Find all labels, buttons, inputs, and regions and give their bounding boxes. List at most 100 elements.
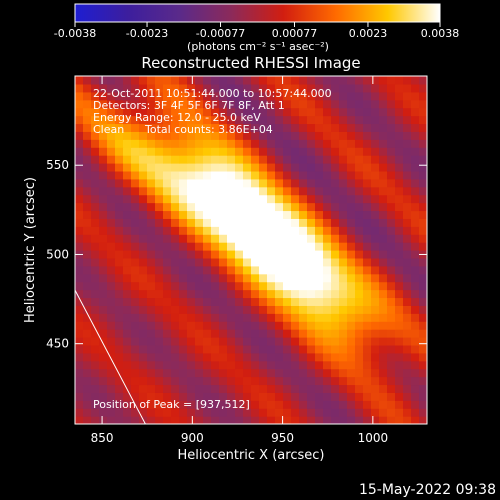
heatmap-cell xyxy=(331,376,340,386)
heatmap-cell xyxy=(275,337,284,346)
heatmap-cell xyxy=(187,305,196,314)
heatmap-cell xyxy=(267,131,276,140)
heatmap-cell xyxy=(83,186,92,196)
heatmap-cell xyxy=(147,281,156,291)
heatmap-cell xyxy=(139,131,148,140)
heatmap-cell xyxy=(123,321,132,330)
heatmap-cell xyxy=(75,234,84,243)
colorbar-ticks: -0.0038 -0.0023 -0.00077 0.00077 0.0023 0.003… xyxy=(54,22,459,40)
heatmap-cell xyxy=(163,91,172,101)
heatmap-cell xyxy=(227,186,236,196)
heatmap-cell xyxy=(323,265,332,275)
heatmap-cell xyxy=(363,234,372,243)
heatmap-cell xyxy=(291,218,300,227)
heatmap-cell xyxy=(323,242,332,251)
heatmap-cell xyxy=(283,408,292,417)
heatmap-cell xyxy=(291,305,300,314)
heatmap-cell xyxy=(91,408,100,417)
heatmap-cell xyxy=(187,210,196,219)
heatmap-cell xyxy=(403,289,412,299)
heatmap-cell xyxy=(195,392,204,401)
heatmap-cell xyxy=(371,344,380,354)
heatmap-cell xyxy=(387,265,396,275)
heatmap-cell xyxy=(99,289,108,299)
heatmap-cell xyxy=(75,131,84,140)
heatmap-cell xyxy=(131,313,140,322)
heatmap-cell xyxy=(387,115,396,125)
heatmap-cell xyxy=(91,400,100,409)
heatmap-cell xyxy=(411,91,420,101)
heatmap-cell xyxy=(155,376,164,386)
heatmap-cell xyxy=(83,194,92,204)
heatmap-cell xyxy=(387,186,396,196)
heatmap-cell xyxy=(355,170,364,180)
heatmap-cell xyxy=(275,163,284,172)
heatmap-cell xyxy=(355,273,364,283)
heatmap-cell xyxy=(75,139,84,148)
heatmap-cell xyxy=(179,139,188,148)
heatmap-cell xyxy=(115,139,124,148)
heatmap-cell xyxy=(187,400,196,409)
heatmap-cell xyxy=(291,99,300,109)
heatmap-cell xyxy=(331,337,340,346)
heatmap-cell xyxy=(195,83,204,93)
heatmap-cell xyxy=(75,408,84,417)
heatmap-cell xyxy=(419,218,427,227)
heatmap-cell xyxy=(355,99,364,109)
heatmap-cell xyxy=(275,242,284,251)
heatmap-cell xyxy=(355,163,364,172)
heatmap-cell xyxy=(195,123,204,132)
heatmap-cell xyxy=(163,273,172,283)
heatmap-cell xyxy=(323,139,332,148)
x-axis-label: Heliocentric X (arcsec) xyxy=(178,448,325,463)
heatmap-cell xyxy=(83,123,92,132)
heatmap-cell xyxy=(339,131,348,140)
heatmap-cell xyxy=(411,289,420,299)
heatmap-cell xyxy=(107,337,116,346)
heatmap-cell xyxy=(283,202,292,212)
heatmap-cell xyxy=(227,123,236,132)
heatmap-cell xyxy=(115,99,124,109)
heatmap-cell xyxy=(83,250,92,259)
heatmap-cell xyxy=(283,289,292,299)
heatmap-cell xyxy=(163,329,172,338)
heatmap-cell xyxy=(227,178,236,188)
heatmap-cell xyxy=(131,99,140,109)
heatmap-cell xyxy=(291,163,300,172)
heatmap-cell xyxy=(163,313,172,322)
heatmap-cell xyxy=(411,297,420,306)
heatmap-cell xyxy=(235,99,244,109)
heatmap-cell xyxy=(83,360,92,370)
heatmap-cell xyxy=(347,384,356,393)
heatmap-cell xyxy=(195,139,204,148)
heatmap-cell xyxy=(411,107,420,117)
heatmap-cell xyxy=(219,289,228,299)
heatmap-cell xyxy=(395,265,404,275)
heatmap-cell xyxy=(355,242,364,251)
heatmap-cell xyxy=(131,281,140,291)
heatmap-cell xyxy=(387,131,396,140)
heatmap-cell xyxy=(315,368,324,378)
heatmap-cell xyxy=(75,368,84,378)
heatmap-cell xyxy=(387,368,396,378)
heatmap-cell xyxy=(339,123,348,132)
heatmap-cell xyxy=(363,147,372,156)
y-tick-label: 450 xyxy=(46,337,69,351)
heatmap-cell xyxy=(107,147,116,156)
heatmap-cell xyxy=(339,289,348,299)
heatmap-cell xyxy=(139,115,148,125)
heatmap-cell xyxy=(339,139,348,148)
heatmap-cell xyxy=(267,139,276,148)
heatmap-cell xyxy=(235,265,244,275)
heatmap-cell xyxy=(227,131,236,140)
heatmap-cell xyxy=(219,273,228,283)
heatmap-cell xyxy=(363,352,372,362)
heatmap-cell xyxy=(99,384,108,393)
heatmap-cell xyxy=(315,273,324,283)
heatmap-cell xyxy=(387,257,396,267)
heatmap-cell xyxy=(299,186,308,196)
heatmap-cell xyxy=(291,360,300,370)
heatmap-cell xyxy=(99,76,108,85)
heatmap-cell xyxy=(379,218,388,227)
heatmap-cell xyxy=(387,147,396,156)
